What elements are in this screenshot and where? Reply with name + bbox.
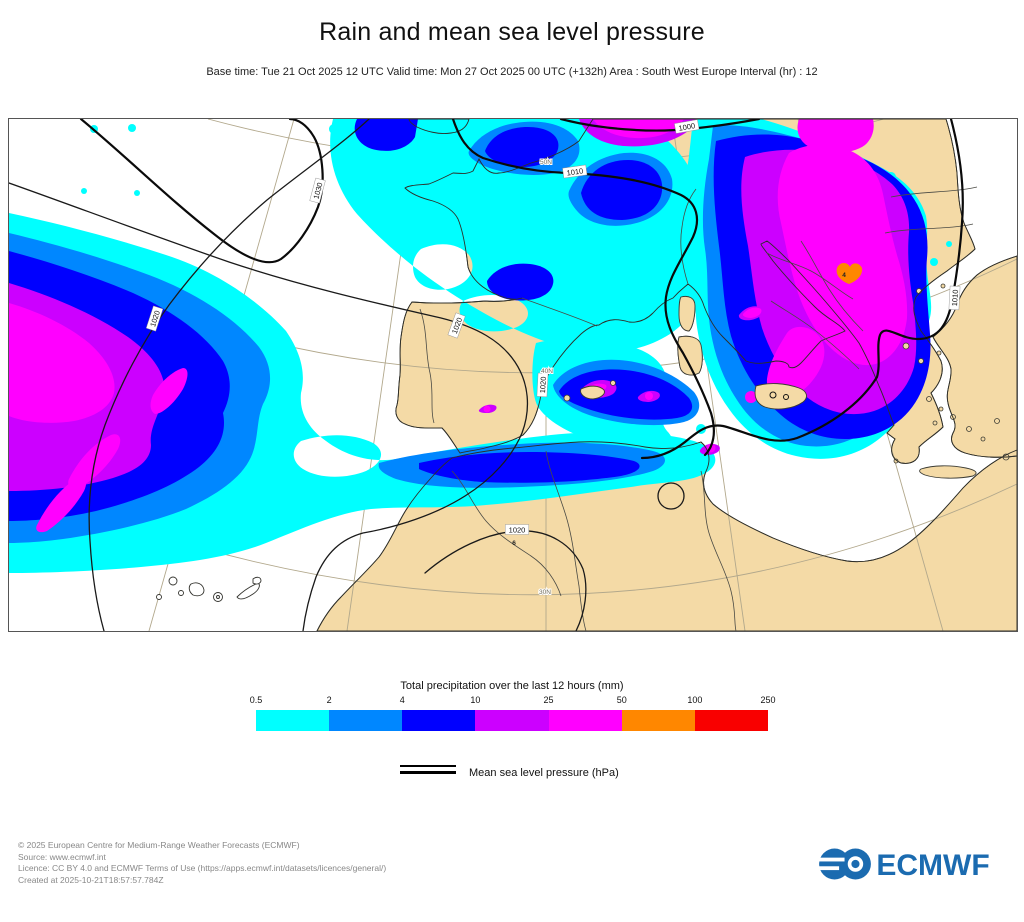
pressure-extreme-marker: 4 xyxy=(842,272,846,279)
isobar-label: 1030 xyxy=(309,177,326,204)
mslp-line-thin xyxy=(400,765,456,767)
precip-legend-title: Total precipitation over the last 12 hou… xyxy=(400,680,624,692)
footer-licence: Licence: CC BY 4.0 and ECMWF Terms of Us… xyxy=(18,863,387,874)
latitude-label: 50N xyxy=(540,159,552,166)
colorbar-cell xyxy=(548,710,622,731)
colorbar-tick: 50 xyxy=(616,695,627,705)
isobar-1010-central xyxy=(451,119,715,457)
isobar-label: 1020 xyxy=(505,524,529,535)
colorbar-cell xyxy=(329,710,403,731)
svg-text:1020: 1020 xyxy=(509,526,526,535)
colorbar-cell xyxy=(475,710,549,731)
svg-text:1020: 1020 xyxy=(538,376,548,393)
latitude-label: 40N xyxy=(541,368,553,375)
isobar-1030 xyxy=(79,119,324,264)
isobar-1020-a xyxy=(9,182,529,631)
isobar-1020-morocco xyxy=(424,530,587,631)
colorbar-tick: 10 xyxy=(470,695,481,705)
svg-text:1010: 1010 xyxy=(566,166,584,177)
colorbar-cell xyxy=(694,710,768,731)
canary-islands xyxy=(156,576,262,602)
pressure-extreme-marker: 6 xyxy=(512,540,516,547)
svg-text:1030: 1030 xyxy=(312,182,325,200)
colorbar-tick: 4 xyxy=(399,695,405,705)
precip-colorbar xyxy=(256,710,768,731)
isobar-label: 1010 xyxy=(562,164,588,179)
colorbar-cell xyxy=(256,710,330,731)
mslp-legend-label: Mean sea level pressure (hPa) xyxy=(469,767,619,779)
svg-text:1000: 1000 xyxy=(678,121,696,133)
isobar-1010-east xyxy=(640,119,964,460)
page-title: Rain and mean sea level pressure xyxy=(319,18,705,46)
precip-ticks: 0.5 2 4 10 25 50 100 250 xyxy=(250,695,780,707)
colorbar-tick: 250 xyxy=(760,695,776,705)
colorbar-tick: 100 xyxy=(687,695,703,705)
mslp-line-thick xyxy=(400,771,456,774)
isobar-label: 1010 xyxy=(948,285,961,311)
footer-created: Created at 2025-10-21T18:57:57.784Z xyxy=(18,874,164,885)
precip-orange xyxy=(836,263,863,284)
grid-labels: 50N 40N 30N xyxy=(538,158,554,597)
subtitle: Base time: Tue 21 Oct 2025 12 UTC Valid … xyxy=(206,66,818,78)
isobar-closed-algeria xyxy=(657,482,685,510)
borders xyxy=(419,186,978,631)
colorbar-cell xyxy=(402,710,476,731)
ecmwf-logo-icon xyxy=(814,848,871,880)
isobar-label: 1020 xyxy=(447,312,466,339)
footer: © 2025 European Centre for Medium-Range … xyxy=(18,840,386,886)
weather-map: 1030 1020 1020 1010 1000 1010 1020 1020 6 4 50N 40… xyxy=(8,118,1018,632)
colorbar-tick: 25 xyxy=(543,695,554,705)
latitude-label: 30N xyxy=(539,589,551,596)
ecmwf-logo: ECMWF xyxy=(814,848,990,882)
isobar-label: 1020 xyxy=(536,372,549,398)
footer-copyright: © 2025 European Centre for Medium-Range … xyxy=(18,840,300,850)
colorbar-tick: 0.5 xyxy=(249,695,263,705)
footer-source: Source: www.ecmwf.int xyxy=(18,851,106,862)
colorbar-cell xyxy=(621,710,695,731)
colorbar-tick: 2 xyxy=(326,695,332,705)
isobar-label: 1000 xyxy=(674,119,700,134)
isobar-1020-b xyxy=(88,119,370,631)
ecmwf-logo-text: ECMWF xyxy=(876,849,989,882)
svg-text:1010: 1010 xyxy=(950,289,960,306)
